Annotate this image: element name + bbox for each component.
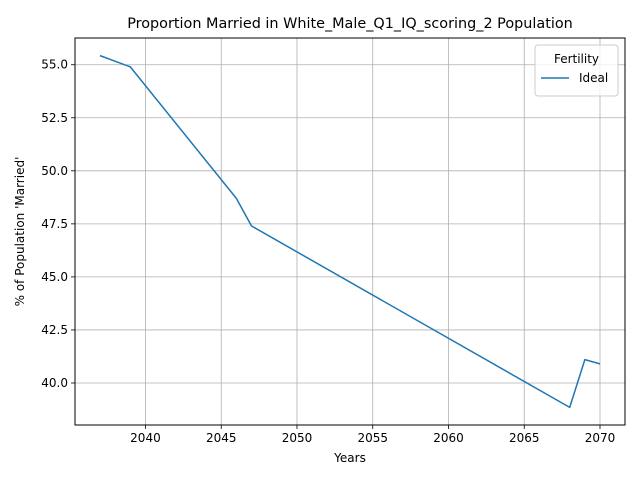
y-tick-label: 42.5	[41, 323, 68, 337]
y-tick-label: 40.0	[41, 376, 68, 390]
x-tick-label: 2055	[357, 431, 388, 445]
x-tick-label: 2040	[130, 431, 161, 445]
y-tick-label: 45.0	[41, 270, 68, 284]
legend-title: Fertility	[554, 52, 599, 66]
x-tick-label: 2065	[509, 431, 540, 445]
x-axis-label: Years	[333, 451, 366, 465]
y-tick-label: 50.0	[41, 164, 68, 178]
y-tick-label: 47.5	[41, 217, 68, 231]
x-tick-label: 2050	[282, 431, 313, 445]
x-tick-label: 2070	[585, 431, 616, 445]
legend: Fertility Ideal	[535, 45, 618, 96]
y-tick-label: 52.5	[41, 111, 68, 125]
x-tick-label: 2060	[433, 431, 464, 445]
x-tick-label: 2045	[206, 431, 237, 445]
legend-label: Ideal	[579, 71, 608, 85]
chart-title: Proportion Married in White_Male_Q1_IQ_s…	[127, 16, 573, 32]
y-tick-label: 55.0	[41, 58, 68, 72]
y-axis-label: % of Population 'Married'	[13, 157, 27, 307]
